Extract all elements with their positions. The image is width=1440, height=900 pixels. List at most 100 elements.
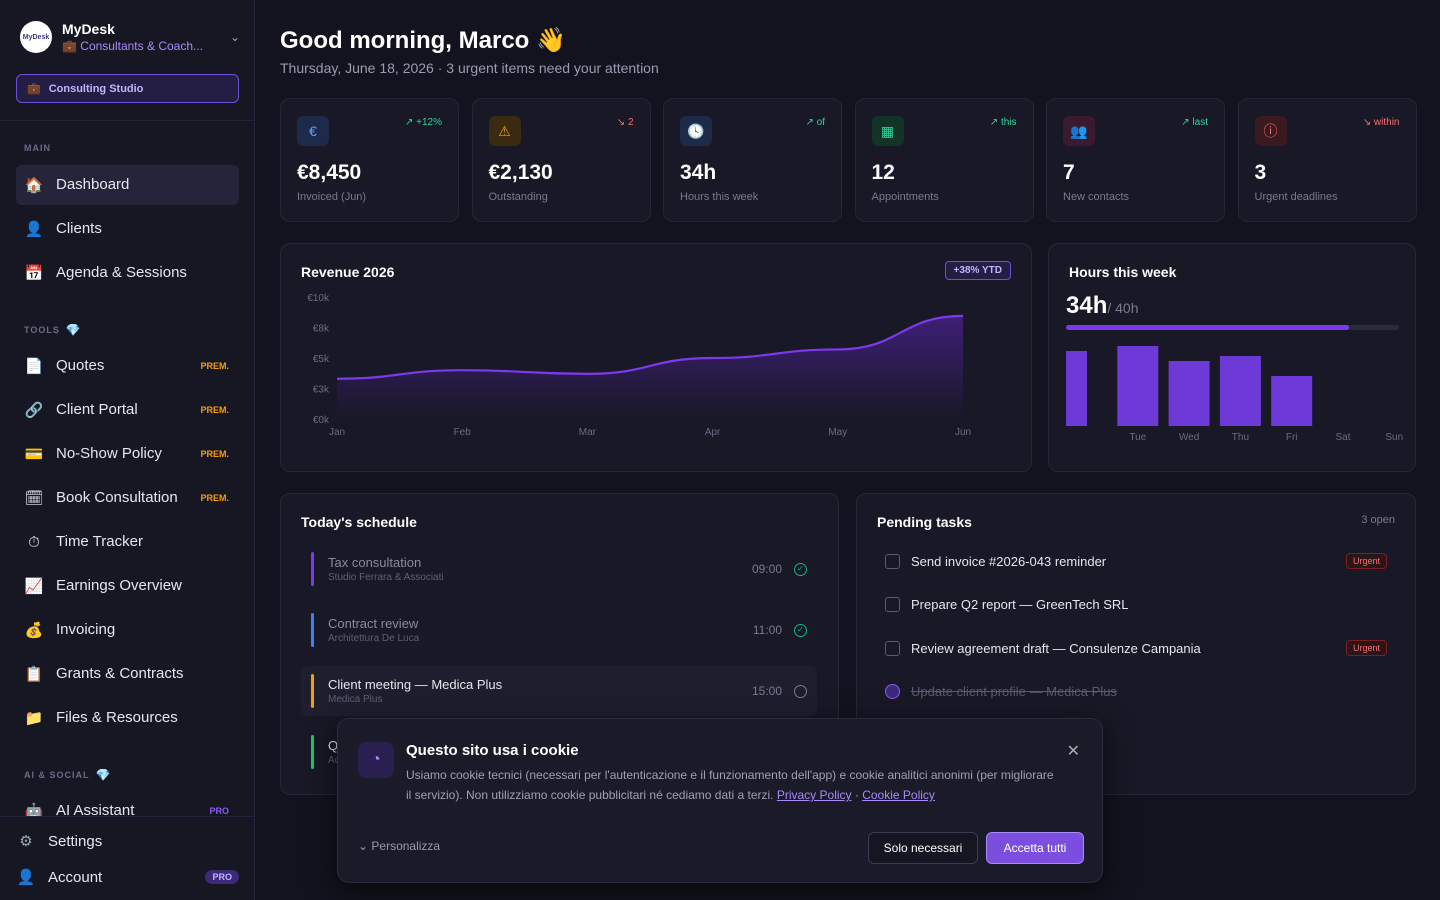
kpi-card[interactable]: 👥 ↗ last 7 New contacts bbox=[1046, 98, 1225, 222]
schedule-title: Client meeting — Medica Plus bbox=[328, 677, 503, 692]
circle-icon[interactable] bbox=[794, 684, 807, 698]
y-tick-label: €10k bbox=[307, 293, 330, 304]
hours-bar bbox=[1168, 361, 1210, 426]
x-tick-label: Wed bbox=[1179, 432, 1199, 443]
sidebar-item-quotes[interactable]: 📄 Quotes PREM. bbox=[24, 357, 229, 375]
kpi-value: €8,450 bbox=[297, 161, 362, 184]
sidebar-item-ai-assistant[interactable]: 🤖 AI Assistant PRO bbox=[16, 795, 239, 817]
schedule-item[interactable]: Tax consultation Studio Ferrara & Associa… bbox=[301, 544, 817, 594]
schedule-title: Today's schedule bbox=[301, 514, 417, 530]
task-item[interactable]: Review agreement draft — Consulenze Camp… bbox=[885, 633, 1387, 663]
task-checkbox[interactable] bbox=[885, 684, 900, 699]
schedule-subtitle: Ac bbox=[328, 755, 340, 766]
task-item[interactable]: Send invoice #2026-043 reminder Urgent bbox=[885, 546, 1387, 576]
sidebar-item-invoicing[interactable]: 💰 Invoicing bbox=[24, 621, 116, 639]
nav-icon: 🏠 bbox=[24, 177, 44, 194]
sidebar-item-account[interactable]: 👤 Account PRO bbox=[16, 862, 239, 892]
personalize-button[interactable]: ⌄ Personalizza bbox=[358, 839, 441, 853]
pro-badge: PRO bbox=[209, 806, 229, 816]
urgent-badge: Urgent bbox=[1345, 553, 1387, 569]
x-tick-label: Thu bbox=[1232, 432, 1249, 443]
ytd-badge: +38% YTD bbox=[944, 261, 1011, 280]
schedule-color-bar bbox=[311, 613, 314, 647]
kpi-card[interactable]: ⓘ ↘ within 3 Urgent deadlines bbox=[1237, 98, 1417, 222]
section-main-label: MAIN bbox=[24, 143, 51, 153]
sidebar-item-agenda-sessions[interactable]: 📅 Agenda & Sessions bbox=[24, 264, 187, 282]
divider bbox=[0, 816, 255, 817]
chevron-down-icon[interactable]: ⌄ bbox=[229, 30, 240, 44]
nav-icon: 📋 bbox=[24, 666, 44, 683]
sidebar-item-settings[interactable]: ⚙ Settings bbox=[16, 826, 239, 856]
kpi-icon: 🕓 bbox=[680, 116, 712, 146]
schedule-title: Tax consultation bbox=[328, 555, 422, 570]
hours-chart: Tue Wed Thu Fri Sat Sun bbox=[1066, 346, 1403, 443]
schedule-time: 15:00 bbox=[751, 684, 782, 698]
schedule-item[interactable]: Contract review Architettura De Luca 11:00… bbox=[301, 605, 817, 655]
cookie-policy-link[interactable]: Cookie Policy bbox=[862, 788, 935, 802]
schedule-item[interactable]: Q Ac bbox=[301, 727, 817, 777]
urgent-badge: Urgent bbox=[1345, 640, 1387, 656]
task-checkbox[interactable] bbox=[885, 640, 900, 656]
sidebar-item-no-show-policy[interactable]: 💳 No-Show Policy PREM. bbox=[24, 445, 229, 463]
kpi-label: Invoiced (Jun) bbox=[297, 191, 367, 203]
kpi-value: €2,130 bbox=[488, 161, 553, 184]
ai-nav-clip: 🤖 AI Assistant PRO bbox=[0, 795, 255, 817]
sidebar-item-files-resources[interactable]: 📁 Files & Resources bbox=[24, 709, 178, 727]
section-ai-label: AI & SOCIAL 💎 bbox=[24, 768, 112, 782]
nav-icon: 💰 bbox=[24, 622, 44, 639]
check-circle-icon[interactable]: ✓ bbox=[794, 562, 807, 576]
briefcase-icon: 💼 bbox=[27, 83, 41, 95]
accept-all-button[interactable]: Accetta tutti bbox=[986, 832, 1084, 864]
sidebar-item-earnings-overview[interactable]: 📈 Earnings Overview bbox=[24, 577, 182, 595]
check-circle-icon[interactable]: ✓ bbox=[794, 623, 807, 637]
brand-switcher[interactable]: MyDesk MyDesk 💼 Consultants & Coach... ⌄ bbox=[20, 20, 240, 54]
sidebar-item-dashboard[interactable]: 🏠 Dashboard bbox=[16, 165, 239, 205]
sidebar-item-clients[interactable]: 👤 Clients bbox=[24, 220, 102, 238]
x-tick-label: Jun bbox=[955, 427, 971, 438]
kpi-trend: ↗ this bbox=[989, 117, 1017, 128]
task-item[interactable]: Update client profile — Medica Plus bbox=[885, 677, 1387, 707]
x-tick-label: Jan bbox=[329, 427, 345, 438]
page-subtitle: Thursday, June 18, 2026 · 3 urgent items… bbox=[280, 60, 659, 76]
kpi-card[interactable]: € ↗ +12% €8,450 Invoiced (Jun) bbox=[280, 98, 459, 222]
sidebar-item-grants-contracts[interactable]: 📋 Grants & Contracts bbox=[24, 665, 184, 683]
brand-logo: MyDesk bbox=[20, 21, 52, 53]
kpi-value: 3 bbox=[1254, 161, 1267, 184]
task-checkbox[interactable] bbox=[885, 597, 900, 612]
schedule-color-bar bbox=[311, 674, 314, 708]
workspace-selector[interactable]: 💼 Consulting Studio bbox=[16, 74, 239, 103]
task-item[interactable]: Prepare Q2 report — GreenTech SRL bbox=[885, 590, 1387, 620]
schedule-item[interactable]: Client meeting — Medica Plus Medica Plus 1… bbox=[301, 666, 817, 716]
kpi-trend: ↗ of bbox=[805, 117, 826, 128]
close-icon[interactable]: ✕ bbox=[1066, 743, 1080, 760]
kpi-value: 12 bbox=[871, 161, 895, 184]
section-tools-label: TOOLS 💎 bbox=[24, 323, 82, 337]
y-tick-label: €8k bbox=[313, 324, 330, 335]
schedule-color-bar bbox=[311, 735, 314, 769]
privacy-policy-link[interactable]: Privacy Policy bbox=[776, 788, 852, 802]
kpi-label: Appointments bbox=[871, 191, 939, 203]
kpi-card[interactable]: ⚠ ↘ 2 €2,130 Outstanding bbox=[471, 98, 651, 222]
cookie-title: Questo sito usa i cookie bbox=[406, 742, 579, 759]
schedule-time: 11:00 bbox=[752, 623, 782, 637]
premium-badge: PREM. bbox=[200, 449, 229, 459]
pro-badge: PRO bbox=[205, 870, 239, 884]
nav-icon: 🗓 bbox=[24, 490, 44, 507]
x-tick-label: Fri bbox=[1286, 432, 1298, 443]
user-icon: 👤 bbox=[16, 869, 36, 886]
kpi-card[interactable]: ▦ ↗ this 12 Appointments bbox=[854, 98, 1034, 222]
necessary-only-button[interactable]: Solo necessari bbox=[868, 832, 978, 864]
sidebar-item-book-consultation[interactable]: 🗓 Book Consultation PREM. bbox=[24, 489, 229, 507]
schedule-title: Q bbox=[328, 738, 339, 753]
sidebar-item-time-tracker[interactable]: ⏱ Time Tracker bbox=[16, 522, 239, 562]
nav-icon: ⏱ bbox=[28, 533, 40, 551]
schedule-subtitle: Medica Plus bbox=[328, 694, 383, 705]
sidebar-item-client-portal[interactable]: 🔗 Client Portal PREM. bbox=[24, 401, 229, 419]
x-tick-label: Feb bbox=[454, 427, 472, 438]
kpi-icon: ⚠ bbox=[488, 116, 521, 146]
hours-value: 34h/ 40h bbox=[1066, 292, 1139, 319]
x-tick-label: Mar bbox=[579, 427, 597, 438]
kpi-card[interactable]: 🕓 ↗ of 34h Hours this week bbox=[663, 98, 842, 222]
task-checkbox[interactable] bbox=[885, 553, 900, 569]
hours-bar bbox=[1219, 356, 1261, 426]
